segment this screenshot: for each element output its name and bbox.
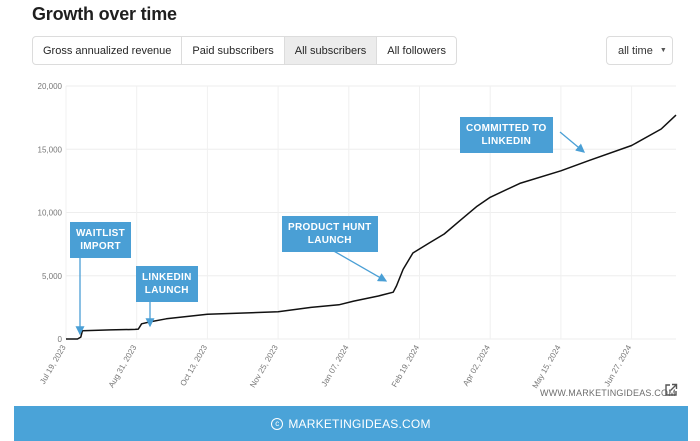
annotation-arrow [331,249,388,282]
annotation-waitlist-import: WAITLIST IMPORT [70,222,132,258]
y-tick-label: 20,000 [38,82,63,91]
series-line-all-subscribers [66,114,677,340]
x-tick-label: Apr 02, 2024 [461,343,492,388]
chart-area: 0 5,000 10,000 15,000 20,000 Jul 19, 2023 Aug … [14,70,688,406]
x-tick-label: Jun 27, 2024 [602,343,633,388]
annotation-arrow [559,131,585,153]
y-tick-label: 0 [58,335,63,344]
watermark-text: WWW.MARKETINGIDEAS.COM [540,388,676,398]
external-link-icon[interactable] [664,383,678,397]
tab-all-followers[interactable]: All followers [387,44,446,57]
y-tick-label: 10,000 [38,209,63,218]
y-tick-label: 15,000 [38,145,63,154]
x-tick-label: Jan 07, 2024 [320,343,351,388]
x-tick-label: Feb 19, 2024 [390,343,422,389]
tab-paid-subscribers[interactable]: Paid subscribers [182,37,285,64]
metric-tabs: Gross annualized revenue Paid subscriber… [32,36,457,65]
copyright-icon: c [271,417,284,430]
time-range-label: all time [618,44,653,57]
left-frame-border [0,0,14,441]
time-range-select[interactable]: all time ▼ [606,36,673,65]
footer-bar: c MARKETINGIDEAS.COM [14,406,688,441]
annotation-committed-to-linkedin: COMMITTED TO LINKEDIN [460,117,553,153]
tab-all-subscribers[interactable]: All subscribers [284,37,378,64]
footer-text: MARKETINGIDEAS.COM [288,416,431,431]
growth-chart: 0 5,000 10,000 15,000 20,000 Jul 19, 2023 Aug … [38,82,677,390]
x-tick-label: Oct 13, 2023 [178,343,209,388]
annotation-product-hunt-launch: PRODUCT HUNT LAUNCH [282,216,378,252]
x-tick-label: Jul 19, 2023 [38,343,68,386]
tab-gross-annualized-revenue[interactable]: Gross annualized revenue [33,37,183,64]
x-tick-label: Aug 31, 2023 [107,343,139,389]
x-tick-label: Nov 25, 2023 [248,343,280,389]
x-tick-label: May 15, 2024 [531,343,563,390]
right-frame-border [688,0,700,441]
annotation-linkedin-launch: LINKEDIN LAUNCH [136,266,198,302]
page-title: Growth over time [32,4,177,24]
y-tick-label: 5,000 [42,272,63,281]
chevron-down-icon: ▼ [659,47,667,54]
